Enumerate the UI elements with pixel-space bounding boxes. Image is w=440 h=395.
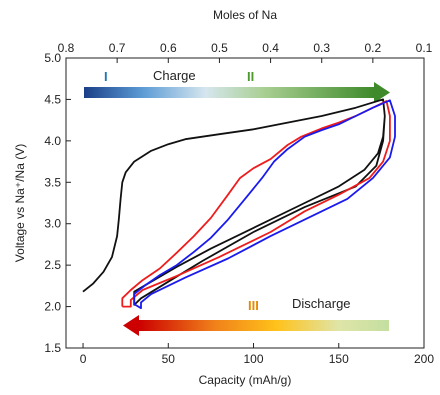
top-tick-label: 0.8	[58, 41, 75, 55]
top-tick-label: 0.2	[365, 41, 382, 55]
stage-3-label: III	[248, 298, 259, 313]
top-tick-label: 0.6	[160, 41, 177, 55]
y-tick-label: 3.5	[44, 175, 61, 189]
series-line-blue	[133, 99, 396, 310]
y-axis-ticks: 1.5 2.0 2.5 3.0 3.5 4.0 4.5 5.0	[44, 51, 71, 355]
y-tick-label: 4.5	[44, 92, 61, 106]
top-tick-label: 0.3	[313, 41, 330, 55]
top-tick-label: 0.7	[109, 41, 126, 55]
x-tick-label: 0	[80, 352, 87, 366]
top-axis-title: Moles of Na	[213, 8, 277, 22]
stage-1-label: I	[104, 69, 108, 84]
series-line-black	[82, 98, 386, 306]
charge-label: Charge	[153, 68, 196, 83]
y-tick-label: 4.0	[44, 134, 61, 148]
series-layer	[82, 98, 396, 310]
x-axis-title: Capacity (mAh/g)	[199, 373, 292, 387]
top-tick-label: 0.5	[211, 41, 228, 55]
y-tick-label: 2.0	[44, 300, 61, 314]
stage-2-label: II	[247, 69, 254, 84]
plot-frame	[65, 57, 425, 349]
top-axis-ticks: 0.8 0.7 0.6 0.5 0.4 0.3 0.2 0.1	[58, 41, 433, 63]
x-tick-label: 150	[329, 352, 349, 366]
x-tick-label: 100	[244, 352, 264, 366]
x-axis-ticks: 0 50 100 150 200	[80, 343, 434, 366]
x-tick-label: 50	[162, 352, 176, 366]
discharge-arrow	[123, 315, 389, 336]
y-tick-label: 2.5	[44, 258, 61, 272]
y-tick-label: 1.5	[44, 341, 61, 355]
y-axis-title: Voltage vs Na⁺/Na (V)	[13, 144, 27, 262]
y-tick-label: 3.0	[44, 217, 61, 231]
charge-arrow	[84, 82, 390, 103]
top-tick-label: 0.1	[416, 41, 433, 55]
discharge-label: Discharge	[292, 296, 351, 311]
x-tick-label: 200	[414, 352, 434, 366]
y-tick-label: 5.0	[44, 51, 61, 65]
top-tick-label: 0.4	[262, 41, 279, 55]
